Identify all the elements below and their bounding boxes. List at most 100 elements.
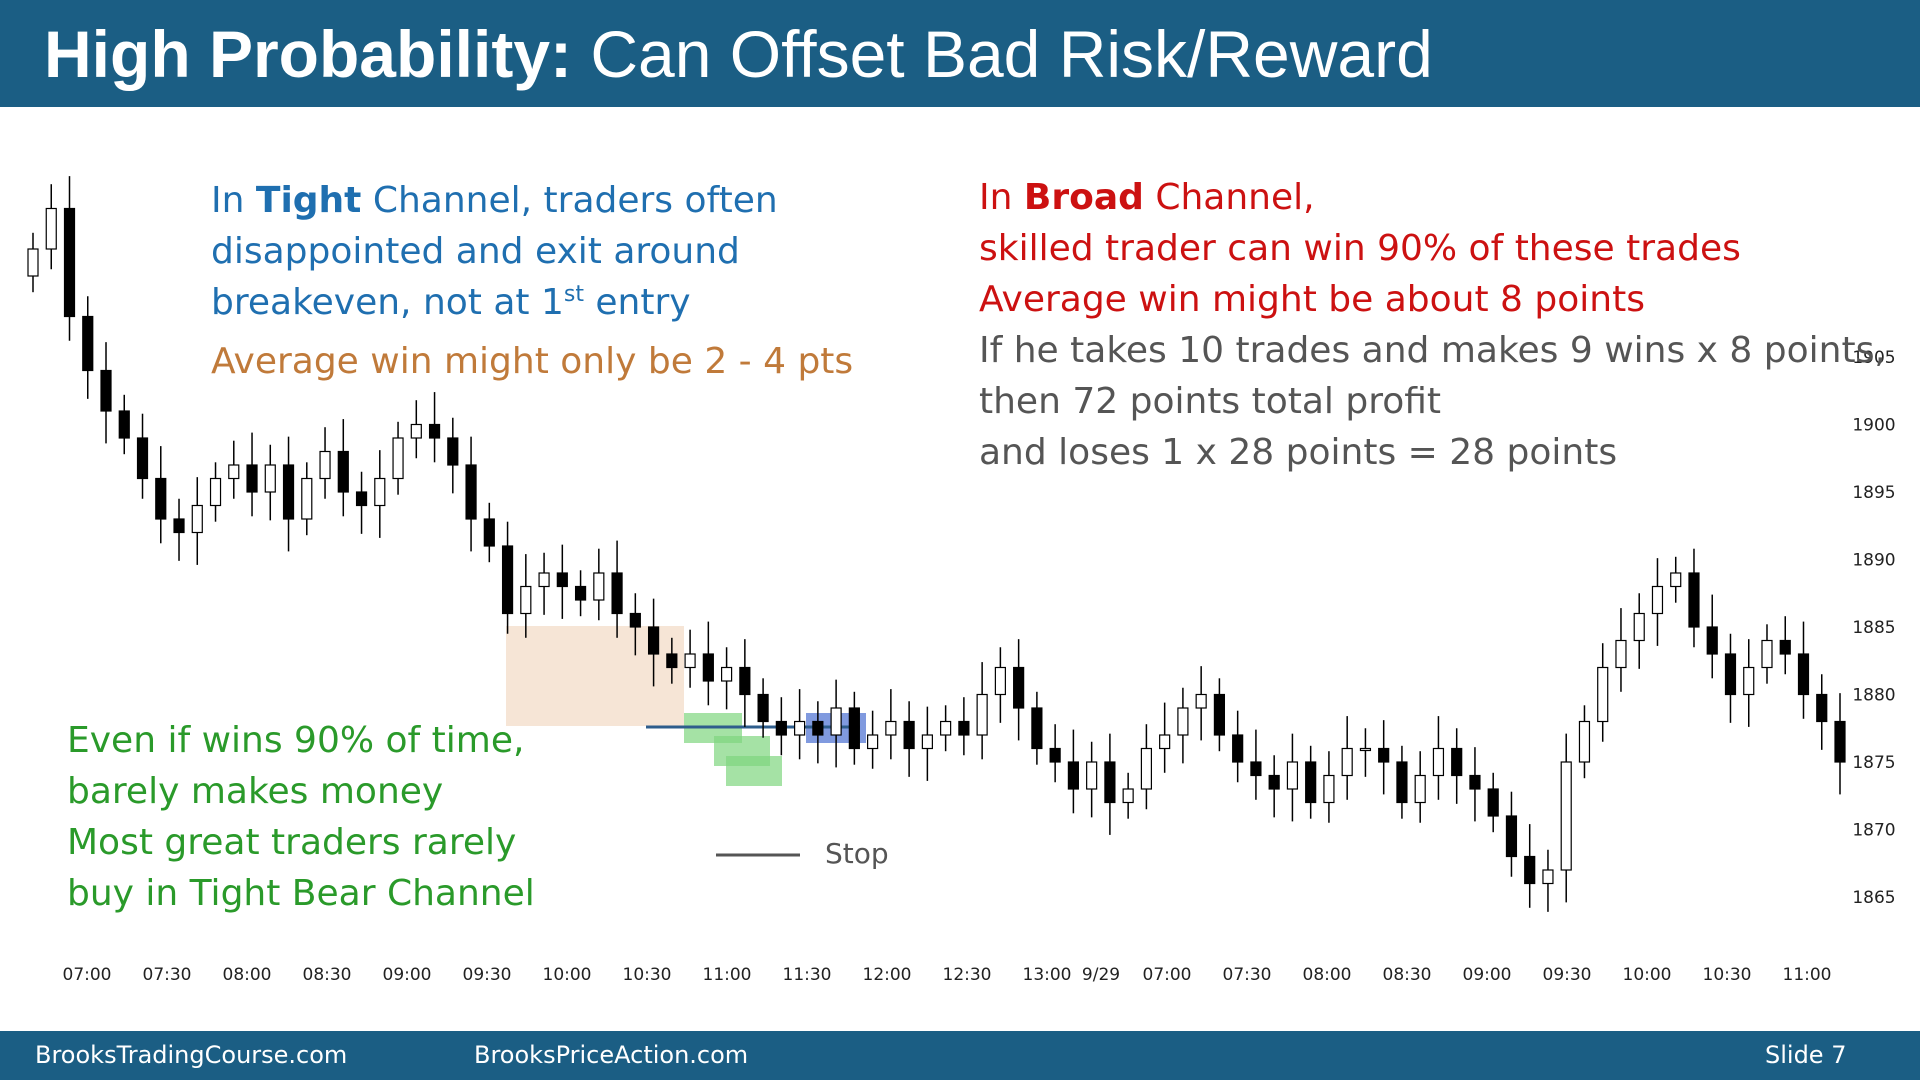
x-tick-label: 09:30 <box>1543 965 1592 985</box>
y-tick-label: 1905 <box>1852 348 1895 368</box>
broad-bold: Broad <box>1023 177 1144 218</box>
candle-body <box>1432 747 1445 777</box>
candle-body <box>1213 693 1226 736</box>
x-tick-label: 09:30 <box>463 965 512 985</box>
x-tick-label: 13:00 <box>1023 965 1072 985</box>
candle-body <box>775 720 787 736</box>
candle-body <box>1159 734 1171 750</box>
x-tick-label: 11:00 <box>703 965 752 985</box>
x-tick-label: 09:00 <box>1463 965 1512 985</box>
footer-slide: Slide 7 <box>1765 1041 1847 1069</box>
candle-body <box>958 720 970 736</box>
candle-body <box>264 464 276 493</box>
candle-body <box>538 572 550 588</box>
slide-title: High Probability: Can Offset Bad Risk/Re… <box>44 14 1433 94</box>
candle-body <box>739 666 751 696</box>
candle-body <box>1323 774 1335 804</box>
tight-line2: disappointed and exit around <box>211 231 740 272</box>
candle-body <box>702 653 714 682</box>
candle-body <box>1031 707 1043 750</box>
stop-label: Stop <box>825 837 889 870</box>
candle-body <box>1013 666 1025 709</box>
candle-body <box>1286 761 1299 790</box>
broad-line1: In Broad Channel, <box>979 177 1315 218</box>
candle-body <box>1396 761 1408 804</box>
candle-body <box>228 464 240 480</box>
candle-body <box>1067 761 1079 790</box>
candle-body <box>611 572 623 615</box>
broad-line2: skilled trader can win 90% of these trad… <box>979 228 1741 269</box>
candle-body <box>1177 707 1189 736</box>
x-tick-label: 9/29 <box>1082 965 1120 985</box>
candle-body <box>794 720 806 736</box>
y-tick-label: 1875 <box>1852 753 1895 773</box>
candle-body <box>1086 761 1098 790</box>
broad-line4: If he takes 10 trades and makes 9 wins x… <box>979 330 1886 371</box>
candle-body <box>1834 720 1846 763</box>
candle-body <box>1779 639 1791 655</box>
y-tick-label: 1870 <box>1852 821 1895 841</box>
candle-body <box>1414 774 1426 804</box>
broad-line3: Average win might be about 8 points <box>979 279 1645 320</box>
candle-body <box>1232 734 1244 763</box>
candle-body <box>867 734 879 750</box>
candle-body <box>720 666 733 682</box>
candle-body <box>410 423 422 439</box>
x-tick-label: 10:30 <box>1703 965 1752 985</box>
candle-body <box>155 477 167 520</box>
candle-body <box>994 666 1006 696</box>
footer-middle: BrooksPriceAction.com <box>474 1041 749 1069</box>
candle-body <box>1542 869 1554 885</box>
candle-body <box>27 248 39 277</box>
x-tick-label: 07:30 <box>143 965 192 985</box>
x-tick-label: 12:30 <box>943 965 992 985</box>
candle-body <box>173 518 185 534</box>
title-rest: Can Offset Bad Risk/Reward <box>590 17 1433 91</box>
y-tick-label: 1895 <box>1852 483 1895 503</box>
candle-body <box>1049 747 1061 763</box>
candle-body <box>885 720 897 736</box>
candle-body <box>1268 774 1280 790</box>
x-tick-label: 07:00 <box>1143 965 1192 985</box>
candle-body <box>45 207 57 250</box>
candle-body <box>447 437 459 466</box>
candle-body <box>1122 788 1134 804</box>
candle-body <box>1451 747 1463 777</box>
title-bar: High Probability: Can Offset Bad Risk/Re… <box>0 0 1920 107</box>
candle-body <box>1816 693 1828 723</box>
candle-body <box>301 477 313 520</box>
candle-body <box>1743 666 1755 696</box>
candlestick-chart: 1865 1870 1875 1880 1885 1890 1895 1900 1905 07:… <box>27 176 1896 985</box>
candle-body <box>392 437 404 480</box>
candle-body <box>1359 747 1372 752</box>
x-tick-label: 12:00 <box>863 965 912 985</box>
candle-body <box>1560 761 1572 871</box>
candle-body <box>337 450 349 493</box>
candle-body <box>374 477 386 507</box>
candle-body <box>1633 612 1645 642</box>
candle-body <box>483 518 495 547</box>
x-tick-label: 08:00 <box>1303 965 1352 985</box>
broad-line5: then 72 points total profit <box>979 381 1442 422</box>
candle-body <box>556 572 568 588</box>
candle-body <box>1341 747 1353 777</box>
candle-body <box>940 720 952 736</box>
candle-body <box>976 693 988 736</box>
candle-body <box>647 626 660 655</box>
candle-body <box>82 315 94 372</box>
candle-body <box>1250 761 1262 777</box>
candle-body <box>1797 653 1810 696</box>
y-tick-label: 1880 <box>1852 686 1895 706</box>
candle-body <box>501 545 514 615</box>
candle-body <box>520 585 532 615</box>
candle-body <box>1378 747 1390 763</box>
candle-body <box>1578 720 1591 763</box>
candle-body <box>1688 572 1700 628</box>
x-tick-label: 08:00 <box>223 965 272 985</box>
x-tick-label: 10:00 <box>543 965 592 985</box>
x-tick-label: 08:30 <box>1383 965 1432 985</box>
tight-bold: Tight <box>255 180 362 221</box>
tight-line3: breakeven, not at 1st entry <box>211 282 691 323</box>
candle-body <box>1670 572 1682 588</box>
candle-body <box>1469 774 1481 790</box>
